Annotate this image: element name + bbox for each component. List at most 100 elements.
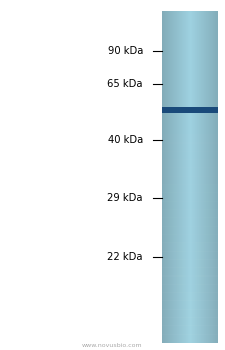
Bar <box>211 10 212 343</box>
Bar <box>162 92 218 102</box>
Bar <box>162 326 218 335</box>
Bar <box>162 176 218 185</box>
Bar <box>210 10 211 343</box>
Bar <box>162 109 218 119</box>
Bar <box>162 101 218 110</box>
Bar <box>162 76 218 85</box>
Bar <box>162 193 218 202</box>
Bar <box>162 284 218 293</box>
Bar <box>181 10 182 343</box>
Bar <box>162 259 218 268</box>
Text: 40 kDa: 40 kDa <box>108 135 143 145</box>
Bar <box>162 217 218 227</box>
Bar <box>217 10 218 343</box>
Bar <box>162 9 218 19</box>
Bar <box>164 10 165 343</box>
Bar <box>162 118 218 127</box>
Bar <box>162 251 218 260</box>
Bar <box>174 10 175 343</box>
Bar <box>202 10 203 343</box>
Bar <box>212 10 213 343</box>
Bar <box>162 107 218 113</box>
Bar <box>162 151 218 160</box>
Bar <box>162 184 218 193</box>
Bar <box>200 10 201 343</box>
Bar <box>196 10 197 343</box>
Text: 90 kDa: 90 kDa <box>108 46 143 56</box>
Bar <box>166 10 167 343</box>
Bar <box>198 10 199 343</box>
Bar <box>190 10 191 343</box>
Bar <box>176 10 177 343</box>
Bar <box>162 334 218 343</box>
Bar <box>187 10 188 343</box>
Text: 65 kDa: 65 kDa <box>107 79 143 89</box>
Bar <box>184 10 185 343</box>
Bar <box>204 10 205 343</box>
Bar <box>165 10 166 343</box>
Bar <box>162 134 218 144</box>
Bar <box>198 10 199 343</box>
Bar <box>162 84 218 93</box>
Text: 29 kDa: 29 kDa <box>107 193 143 203</box>
Bar <box>196 10 197 343</box>
Bar <box>175 10 176 343</box>
Bar <box>183 10 184 343</box>
Bar <box>162 267 218 276</box>
Bar <box>162 309 218 318</box>
Bar <box>168 10 169 343</box>
Bar <box>216 10 217 343</box>
Bar <box>195 10 196 343</box>
Bar <box>213 10 214 343</box>
Bar <box>167 10 168 343</box>
Bar <box>191 10 192 343</box>
Bar <box>162 275 218 285</box>
Bar <box>207 10 208 343</box>
Bar <box>162 59 218 69</box>
Bar <box>183 10 184 343</box>
Bar <box>171 10 172 343</box>
Bar <box>197 10 198 343</box>
Bar <box>199 10 200 343</box>
Bar <box>166 10 167 343</box>
Bar <box>178 10 179 343</box>
Bar <box>169 10 170 343</box>
Bar <box>214 10 215 343</box>
Bar <box>216 10 217 343</box>
Bar <box>162 159 218 168</box>
Bar <box>209 10 210 343</box>
Bar <box>162 18 218 27</box>
Bar <box>162 226 218 235</box>
Bar <box>162 292 218 301</box>
Bar <box>162 234 218 243</box>
Text: 22 kDa: 22 kDa <box>107 252 143 262</box>
Text: www.novusbio.com: www.novusbio.com <box>82 343 143 348</box>
Bar <box>174 10 175 343</box>
Bar <box>189 10 190 343</box>
Bar <box>210 10 211 343</box>
Bar <box>162 142 218 152</box>
Bar <box>162 51 218 60</box>
Bar <box>178 10 179 343</box>
Bar <box>162 43 218 52</box>
Bar <box>179 10 180 343</box>
Bar <box>214 10 215 343</box>
Bar <box>207 10 208 343</box>
Bar <box>177 10 178 343</box>
Bar <box>194 10 195 343</box>
Bar <box>165 10 166 343</box>
Bar <box>205 10 206 343</box>
Bar <box>184 10 185 343</box>
Bar <box>203 10 204 343</box>
Bar <box>208 10 209 343</box>
Bar <box>188 10 189 343</box>
Bar <box>201 10 202 343</box>
Bar <box>162 68 218 77</box>
Bar <box>162 34 218 44</box>
Bar <box>162 201 218 210</box>
Bar <box>202 10 203 343</box>
Bar <box>189 10 190 343</box>
Bar <box>170 10 171 343</box>
Bar <box>162 10 163 343</box>
Bar <box>162 242 218 252</box>
